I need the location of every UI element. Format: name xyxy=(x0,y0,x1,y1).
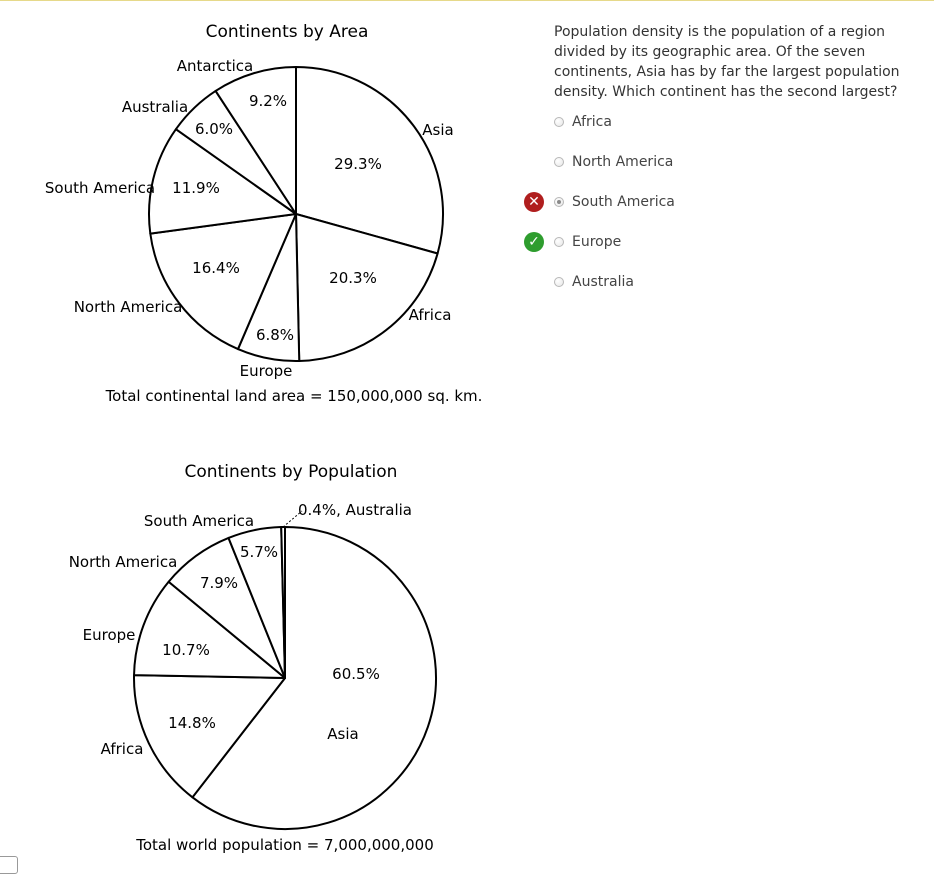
area-pct-label-australia: 6.0% xyxy=(195,120,233,138)
radio-button[interactable] xyxy=(554,157,564,167)
choice-north-america[interactable]: North America xyxy=(520,152,920,174)
australia-leader-line xyxy=(282,510,303,528)
choice-africa[interactable]: Africa xyxy=(520,112,920,134)
choice-label[interactable]: Australia xyxy=(572,274,634,290)
choice-south-america[interactable]: ✕ South America xyxy=(520,192,920,214)
area-chart-footer: Total continental land area = 150,000,00… xyxy=(105,387,483,405)
radio-button[interactable] xyxy=(554,277,564,287)
choice-label[interactable]: Africa xyxy=(572,114,612,130)
x-circle-icon: ✕ xyxy=(524,192,544,212)
area-slice-north-america xyxy=(149,213,297,351)
population-name-label-europe: Europe xyxy=(83,626,136,644)
choice-australia[interactable]: Australia xyxy=(520,272,920,294)
area-pct-label-antarctica: 9.2% xyxy=(249,92,287,110)
area-slice-africa xyxy=(295,213,439,362)
population-slice-australia xyxy=(280,526,286,679)
population-pct-label-australia: 0.4%, Australia xyxy=(298,501,412,519)
charts-panel: Continents by Area Total continental land… xyxy=(45,22,483,854)
area-name-label-north-america: North America xyxy=(74,298,183,316)
population-name-label-asia: Asia xyxy=(327,725,358,743)
area-pct-label-europe: 6.8% xyxy=(256,326,294,344)
population-slice-europe xyxy=(133,580,286,679)
area-name-label-south-america: South America xyxy=(45,179,155,197)
radio-button[interactable] xyxy=(554,237,564,247)
area-slice-south-america xyxy=(148,128,297,235)
area-slice-antarctica xyxy=(214,66,297,215)
population-pct-label-africa: 14.8% xyxy=(168,714,216,732)
area-pct-label-north-america: 16.4% xyxy=(192,259,240,277)
choice-label[interactable]: Europe xyxy=(572,234,622,250)
population-chart-title: Continents by Population xyxy=(185,462,398,482)
pie-charts: Continents by Area Total continental land… xyxy=(45,22,483,854)
choice-label[interactable]: South America xyxy=(572,194,675,210)
area-chart-title: Continents by Area xyxy=(206,22,369,42)
area-name-label-europe: Europe xyxy=(240,362,293,380)
choice-europe[interactable]: ✓ Europe xyxy=(520,232,920,254)
area-slice-asia xyxy=(295,66,444,255)
population-pct-label-north-america: 7.9% xyxy=(200,574,238,592)
resize-handle[interactable] xyxy=(0,856,18,874)
area-pct-label-asia: 29.3% xyxy=(334,155,382,173)
population-pct-label-asia: 60.5% xyxy=(332,665,380,683)
top-border xyxy=(0,0,934,1)
population-slice-asia xyxy=(191,526,437,830)
choice-label[interactable]: North America xyxy=(572,154,674,170)
area-name-label-australia: Australia xyxy=(122,98,188,116)
population-name-label-africa: Africa xyxy=(101,740,144,758)
population-name-label-north-america: North America xyxy=(69,553,178,571)
radio-button[interactable] xyxy=(554,117,564,127)
question-text: Population density is the population of … xyxy=(554,24,900,100)
area-name-label-antarctica: Antarctica xyxy=(177,57,253,75)
check-circle-icon: ✓ xyxy=(524,232,544,252)
population-slice-africa xyxy=(133,674,286,799)
population-chart-footer: Total world population = 7,000,000,000 xyxy=(135,836,434,854)
area-pct-label-south-america: 11.9% xyxy=(172,179,220,197)
area-name-label-africa: Africa xyxy=(409,306,452,324)
radio-button[interactable] xyxy=(554,197,564,207)
area-name-label-asia: Asia xyxy=(422,121,453,139)
population-name-label-south-america: South America xyxy=(144,512,254,530)
population-pct-label-europe: 10.7% xyxy=(162,641,210,659)
area-pct-label-africa: 20.3% xyxy=(329,269,377,287)
population-pct-label-south-america: 5.7% xyxy=(240,543,278,561)
